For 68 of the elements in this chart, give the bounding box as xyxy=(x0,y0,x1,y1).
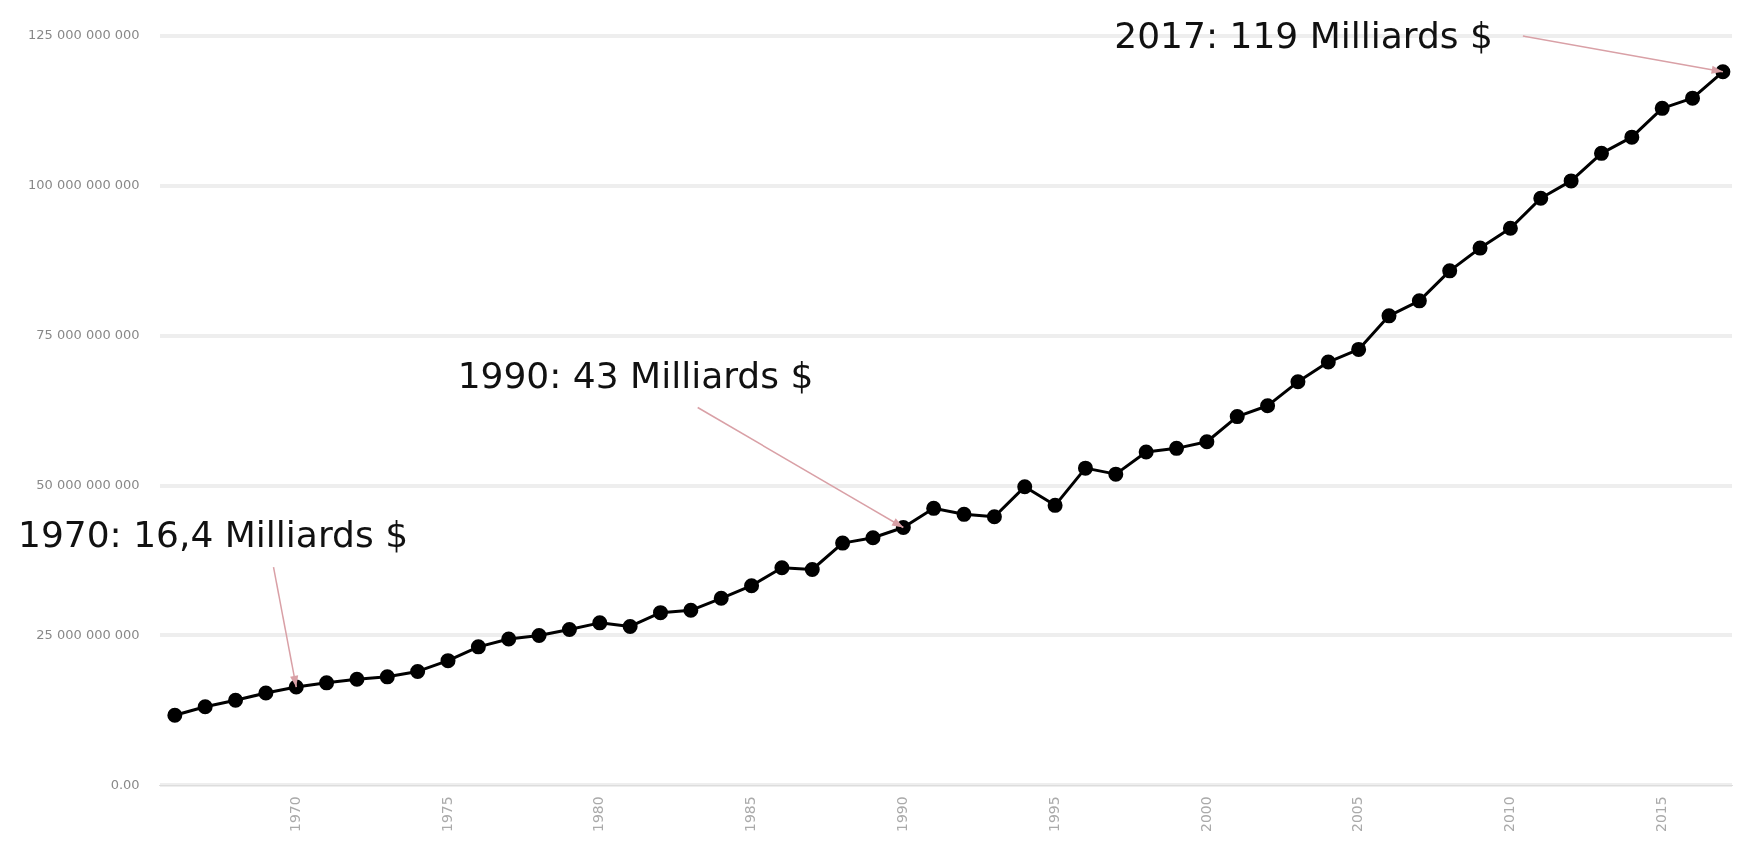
y-tick-label: 50 000 000 000 xyxy=(36,476,140,492)
point xyxy=(683,602,699,618)
point xyxy=(1624,129,1640,145)
x-tick-label: 2015 xyxy=(1652,796,1669,833)
point xyxy=(1169,440,1185,456)
point xyxy=(167,707,183,723)
point xyxy=(319,675,335,691)
y-tick-label: 0.00 xyxy=(110,776,140,792)
point xyxy=(865,530,881,546)
x-tick-label: 1980 xyxy=(590,796,607,833)
point xyxy=(1593,145,1609,161)
x-tick-label: 1975 xyxy=(438,796,455,833)
point xyxy=(1199,434,1215,450)
point xyxy=(410,663,426,679)
annotation: 2017: 119 Milliards $ xyxy=(1114,15,1493,56)
point xyxy=(1381,308,1397,324)
x-tick-label: 1995 xyxy=(1045,796,1062,833)
point xyxy=(1411,293,1427,309)
y-tick-label: 25 000 000 000 xyxy=(36,626,140,642)
x-tick-label: 1990 xyxy=(893,796,910,833)
x-tick-label: 2000 xyxy=(1197,796,1214,833)
point xyxy=(440,653,456,669)
point xyxy=(501,631,517,647)
point xyxy=(1442,263,1458,279)
x-tick-label: 1970 xyxy=(286,796,303,833)
point xyxy=(1654,100,1670,116)
point xyxy=(1017,479,1033,495)
point xyxy=(804,562,820,577)
point xyxy=(197,699,213,715)
y-tick-label: 125 000 000 000 xyxy=(27,27,140,43)
x-tick-label: 2010 xyxy=(1501,796,1518,833)
point xyxy=(1351,341,1367,357)
point xyxy=(1047,497,1063,513)
point xyxy=(1290,374,1306,390)
point xyxy=(622,618,638,634)
point xyxy=(713,590,729,606)
point xyxy=(1108,466,1124,482)
annotation: 1990: 43 Milliards $ xyxy=(457,354,814,396)
point xyxy=(986,509,1002,525)
y-tick-label: 75 000 000 000 xyxy=(36,327,140,342)
point xyxy=(926,500,942,516)
y-tick-label: 100 000 000 000 xyxy=(27,177,140,193)
point xyxy=(744,578,760,594)
point xyxy=(561,621,577,637)
point xyxy=(1533,190,1549,206)
annotation: 1970: 16,4 Milliards $ xyxy=(18,514,409,556)
point xyxy=(258,685,274,701)
point xyxy=(592,615,608,631)
point xyxy=(1229,409,1245,425)
x-tick-label: 2005 xyxy=(1349,796,1366,833)
x-tick-label: 1985 xyxy=(742,796,759,833)
point xyxy=(1320,354,1336,370)
point xyxy=(956,506,972,522)
point xyxy=(1138,444,1154,460)
point xyxy=(1502,220,1518,236)
point xyxy=(1260,398,1276,414)
point xyxy=(1472,240,1488,256)
point xyxy=(774,560,790,576)
point xyxy=(531,627,547,643)
point xyxy=(1563,173,1579,189)
point xyxy=(835,535,851,551)
point xyxy=(379,669,395,685)
point xyxy=(470,639,486,655)
point xyxy=(652,605,668,621)
point xyxy=(228,692,244,708)
point xyxy=(1685,90,1701,106)
point xyxy=(1077,460,1093,476)
point xyxy=(349,671,365,687)
